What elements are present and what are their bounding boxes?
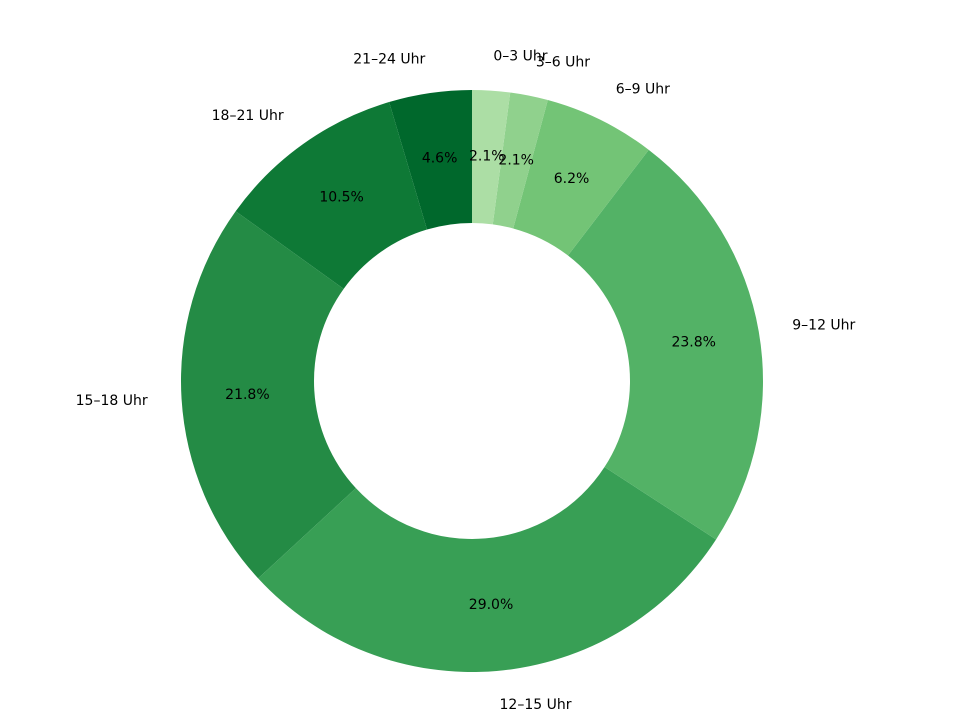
category-label-3-6-uhr: 3–6 Uhr xyxy=(536,54,590,70)
percent-label-12-15-uhr: 29.0% xyxy=(469,597,513,613)
slice-15-18-uhr xyxy=(180,211,356,579)
percent-label-3-6-uhr: 2.1% xyxy=(498,152,534,168)
percent-label-0-3-uhr: 2.1% xyxy=(469,148,505,164)
percent-label-9-12-uhr: 23.8% xyxy=(671,335,715,351)
percent-label-6-9-uhr: 6.2% xyxy=(554,171,590,187)
slice-0-3-uhr xyxy=(472,90,511,225)
category-label-12-15-uhr: 12–15 Uhr xyxy=(500,697,572,713)
category-label-9-12-uhr: 9–12 Uhr xyxy=(792,318,855,334)
slice-18-21-uhr xyxy=(235,102,428,289)
slice-6-9-uhr xyxy=(513,100,649,256)
percent-label-21-24-uhr: 4.6% xyxy=(422,150,458,166)
category-label-15-18-uhr: 15–18 Uhr xyxy=(76,393,148,409)
category-label-18-21-uhr: 18–21 Uhr xyxy=(212,108,284,124)
slice-12-15-uhr xyxy=(258,467,717,672)
slice-21-24-uhr xyxy=(389,90,472,230)
donut-slices xyxy=(180,90,763,672)
slice-9-12-uhr xyxy=(567,149,763,540)
slice-3-6-uhr xyxy=(492,92,548,229)
category-label-21-24-uhr: 21–24 Uhr xyxy=(353,51,425,67)
percent-label-18-21-uhr: 10.5% xyxy=(319,190,363,206)
percent-label-15-18-uhr: 21.8% xyxy=(225,387,269,403)
category-label-6-9-uhr: 6–9 Uhr xyxy=(616,82,670,98)
percent-labels: 4.6% 10.5% 21.8% 29.0% 23.8% 6.2% 2.1%2.1% xyxy=(225,148,716,613)
category-labels: 21–24 Uhr 18–21 Uhr 15–18 Uhr 12–15 Uhr 9–12… xyxy=(76,49,856,713)
category-label-0-3-uhr: 0–3 Uhr xyxy=(493,49,547,65)
